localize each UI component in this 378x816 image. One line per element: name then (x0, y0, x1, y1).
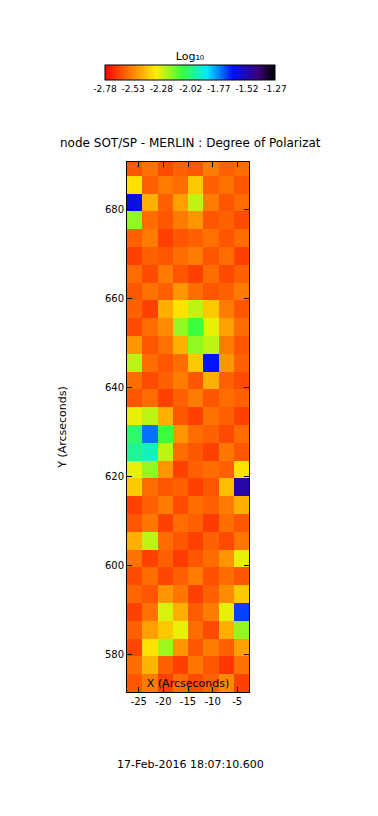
svg-text:-1.52: -1.52 (235, 84, 258, 94)
svg-text:-20: -20 (155, 696, 171, 707)
svg-text:-2.78: -2.78 (93, 84, 117, 94)
svg-text:-1.77: -1.77 (207, 84, 230, 94)
svg-text:-25: -25 (131, 696, 147, 707)
svg-text:-10: -10 (204, 696, 220, 707)
svg-text:-1.27: -1.27 (263, 84, 286, 94)
svg-text:-2.02: -2.02 (179, 84, 202, 94)
svg-text:-15: -15 (180, 696, 196, 707)
svg-text:580: 580 (105, 649, 124, 660)
svg-text:Log₁₀: Log₁₀ (176, 50, 205, 63)
svg-text:-2.53: -2.53 (122, 84, 145, 94)
svg-text:620: 620 (105, 471, 124, 482)
svg-text:640: 640 (105, 382, 124, 393)
svg-text:17-Feb-2016 18:07:10.600: 17-Feb-2016 18:07:10.600 (117, 758, 264, 771)
svg-text:-5: -5 (232, 696, 242, 707)
svg-text:680: 680 (105, 204, 124, 215)
svg-text:600: 600 (105, 560, 124, 571)
svg-text:660: 660 (105, 293, 124, 304)
svg-text:-2.28: -2.28 (150, 84, 174, 94)
svg-text:node SOT/SP - MERLIN : Degree: node SOT/SP - MERLIN : Degree of Polariz… (60, 136, 321, 150)
svg-text:Y (Arcseconds): Y (Arcseconds) (56, 386, 69, 469)
svg-text:X (Arcseconds): X (Arcseconds) (147, 677, 229, 690)
